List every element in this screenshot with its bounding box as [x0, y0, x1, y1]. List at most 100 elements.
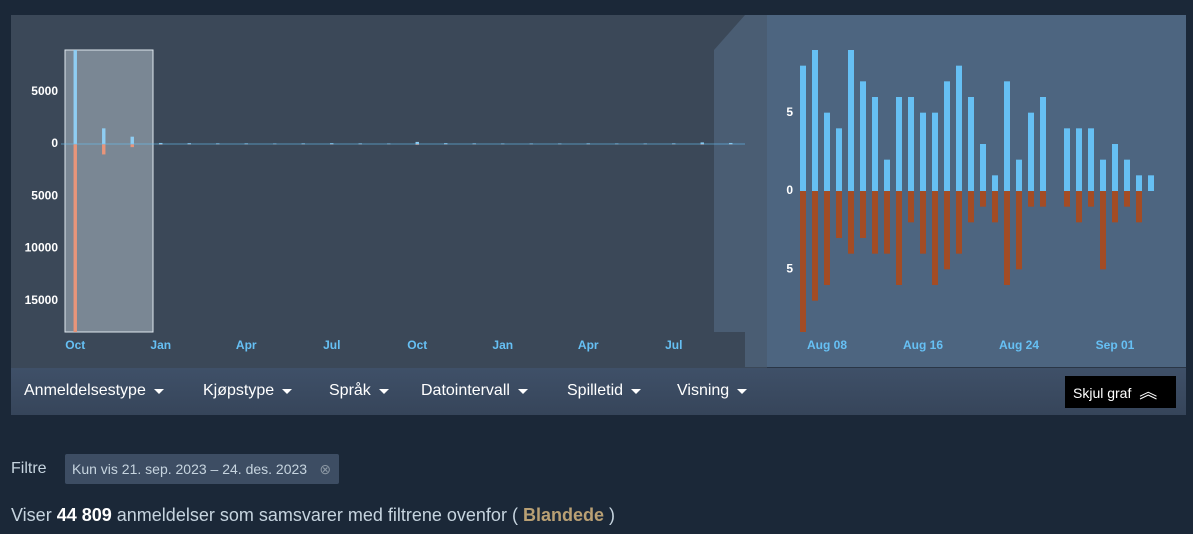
icon: ︽: [1139, 382, 1158, 402]
bar: [800, 65, 806, 191]
summary-text: Viser: [11, 505, 52, 525]
rating: Blandede: [522, 505, 604, 525]
bar: [836, 191, 842, 238]
bar: [1076, 191, 1082, 223]
menu-item[interactable]: Datointervall: [421, 382, 528, 400]
bar: [73, 144, 77, 332]
x-tick-label: Aug 08: [807, 338, 847, 352]
bar: [159, 142, 163, 144]
bar: [968, 191, 974, 223]
bar: [700, 142, 704, 144]
bar: [836, 128, 842, 191]
bar: [992, 175, 998, 191]
toggle-graph-button[interactable]: Skjul graf ︽: [1065, 376, 1176, 408]
bar: [896, 191, 902, 285]
bar: [908, 191, 914, 223]
menu-item[interactable]: Språk: [329, 382, 389, 400]
bar: [1028, 112, 1034, 191]
bar: [944, 191, 950, 270]
summary-text: ): [609, 505, 615, 525]
x-tick-label: Apr: [578, 338, 599, 352]
graph: 5000 0 5000 10000 15000 Oct Jan Apr Jul Oct Jan Apr…: [11, 15, 1186, 368]
bar: [956, 191, 962, 254]
bar: [872, 191, 878, 254]
y-tick-label: 0: [786, 183, 793, 197]
bar: [1112, 191, 1118, 223]
x-tick-label: Jul: [665, 338, 682, 352]
bar: [848, 50, 854, 191]
bar: [848, 191, 854, 254]
bar: [1100, 191, 1106, 270]
chip-text: Kun vis 21. sep. 2023 – 24. des. 2023: [72, 461, 308, 477]
menu-item[interactable]: Visning: [677, 382, 747, 400]
y-tick-label: 5: [786, 105, 793, 119]
bar: [920, 112, 926, 191]
bar: [1124, 159, 1130, 191]
review-count: 44 809: [56, 505, 112, 525]
bar: [102, 144, 106, 155]
bar: [1016, 191, 1022, 270]
bar: [1064, 128, 1070, 191]
bar: [860, 191, 866, 238]
bar: [1004, 191, 1010, 285]
bar: [729, 142, 733, 144]
summary-text: anmeldelser som samsvarer med filtrene o…: [116, 505, 518, 525]
bar: [800, 191, 806, 332]
bar: [1136, 191, 1142, 223]
bar: [884, 159, 890, 191]
filters-label: Filtre: [11, 460, 47, 477]
bar: [908, 97, 914, 191]
filter-menu: Skjul graf ︽ Anmeldelsestype Kjøpstype Spr…: [11, 368, 1186, 415]
bar: [992, 191, 998, 223]
bar: [73, 50, 77, 144]
bar: [980, 191, 986, 207]
bar: [944, 81, 950, 191]
y-tick-label: 10000: [25, 241, 59, 255]
bar: [1040, 97, 1046, 191]
overview-panel: [11, 15, 767, 368]
bar: [932, 112, 938, 191]
menu-item[interactable]: Spilletid: [567, 382, 641, 400]
menu-item[interactable]: Kjøpstype: [203, 382, 292, 400]
bar: [1136, 175, 1142, 191]
range-selection[interactable]: [64, 49, 154, 333]
x-tick-label: Aug 24: [999, 338, 1039, 352]
zoom-connector: [714, 15, 767, 367]
x-tick-label: Sep 01: [1096, 338, 1135, 352]
remove-icon[interactable]: ⊗: [319, 461, 332, 477]
y-tick-label: 5: [786, 262, 793, 276]
bar: [824, 191, 830, 285]
x-tick-label: Oct: [65, 338, 85, 352]
x-tick-label: Apr: [236, 338, 257, 352]
bar: [812, 191, 818, 301]
bar: [872, 97, 878, 191]
filter-chip[interactable]: Kun vis 21. sep. 2023 – 24. des. 2023 ⊗: [65, 454, 340, 484]
bar: [1028, 191, 1034, 207]
bar: [884, 191, 890, 254]
x-tick-label: Jan: [150, 338, 171, 352]
bar: [1124, 191, 1130, 207]
bar: [1016, 159, 1022, 191]
bar: [968, 97, 974, 191]
bar: [1040, 191, 1046, 207]
bar: [920, 191, 926, 254]
bar: [1088, 191, 1094, 207]
summary: Viser 44 809 anmeldelser som samsvarer m…: [11, 505, 615, 526]
button-label: Skjul graf: [1073, 385, 1132, 401]
x-tick-label: Jul: [323, 338, 340, 352]
y-tick-label: 5000: [31, 84, 58, 98]
y-tick-label: 5000: [31, 188, 58, 202]
bar: [824, 112, 830, 191]
x-tick-label: Oct: [407, 338, 427, 352]
detail-chart: 5 0 5 Aug 08 Aug 16 Aug 24 Sep 01: [786, 50, 1154, 352]
y-tick-label: 15000: [25, 293, 59, 307]
bar: [130, 144, 134, 148]
menu-item[interactable]: Anmeldelsestype: [24, 382, 164, 400]
bar: [980, 144, 986, 191]
bar: [896, 97, 902, 191]
bar: [932, 191, 938, 285]
overview-chart: 5000 0 5000 10000 15000 Oct Jan Apr Jul Oct Jan Apr…: [25, 50, 745, 352]
bar: [102, 128, 106, 144]
bar: [1148, 175, 1154, 191]
